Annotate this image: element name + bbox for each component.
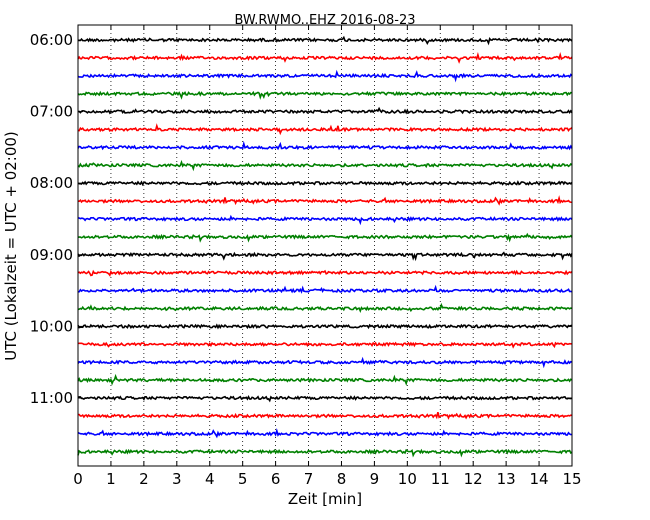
y-tick-label: 07:00 (30, 103, 73, 121)
trace-0845 (77, 232, 573, 243)
y-tick-label: 10:00 (30, 317, 73, 335)
trace-0730 (77, 140, 573, 151)
x-axis-label: Zeit [min] (288, 490, 362, 508)
x-tick-label: 4 (205, 470, 215, 488)
y-axis-label: UTC (Lokalzeit = UTC + 02:00) (2, 131, 20, 361)
x-tick-label: 7 (304, 470, 314, 488)
trace-1115 (78, 412, 573, 420)
trace-1015 (77, 341, 573, 349)
trace-0745 (77, 159, 573, 172)
trace-0800 (77, 180, 573, 187)
trace-0645 (77, 90, 573, 100)
x-tick-label: 9 (370, 470, 380, 488)
x-tick-label: 10 (398, 470, 417, 488)
x-tick-label: 1 (106, 470, 116, 488)
y-tick-label: 09:00 (30, 246, 73, 264)
trace-0815 (77, 195, 572, 206)
x-tick-label: 3 (172, 470, 182, 488)
x-tick-label: 5 (238, 470, 248, 488)
x-tick-label: 0 (73, 470, 83, 488)
x-tick-label: 12 (464, 470, 483, 488)
x-tick-label: 11 (431, 470, 450, 488)
trace-0830 (77, 214, 573, 226)
traces (77, 35, 573, 458)
trace-1100 (77, 395, 573, 403)
trace-0615 (77, 51, 573, 64)
trace-1030 (77, 356, 573, 369)
plot-frame (77, 24, 573, 467)
trace-1045 (77, 373, 573, 387)
x-tick-label: 8 (337, 470, 347, 488)
trace-0930 (77, 284, 573, 294)
trace-0900 (77, 251, 573, 262)
trace-0915 (77, 269, 573, 277)
trace-0700 (77, 106, 573, 115)
trace-0630 (77, 69, 573, 83)
y-tick-label: 06:00 (30, 31, 73, 49)
y-axis-ticks: 06:00 07:00 08:00 09:00 10:00 11:00 (30, 31, 572, 407)
y-tick-label: 08:00 (30, 174, 73, 192)
trace-0600 (77, 35, 573, 46)
trace-0945 (77, 302, 573, 314)
x-tick-label: 2 (139, 470, 149, 488)
grid-lines (110, 25, 540, 466)
trace-0715 (77, 123, 573, 136)
x-tick-label: 13 (497, 470, 516, 488)
y-tick-label: 11:00 (30, 389, 73, 407)
x-axis-ticks: 0 1 2 3 4 5 6 7 8 9 10 11 12 13 14 15 (73, 25, 582, 488)
trace-1000 (77, 323, 573, 330)
trace-1130 (77, 427, 573, 439)
trace-1145 (77, 448, 573, 458)
x-tick-label: 15 (562, 470, 581, 488)
chart-title: BW.RWMO..EHZ 2016-08-23 (234, 13, 415, 28)
x-tick-label: 14 (530, 470, 549, 488)
x-tick-label: 6 (271, 470, 281, 488)
